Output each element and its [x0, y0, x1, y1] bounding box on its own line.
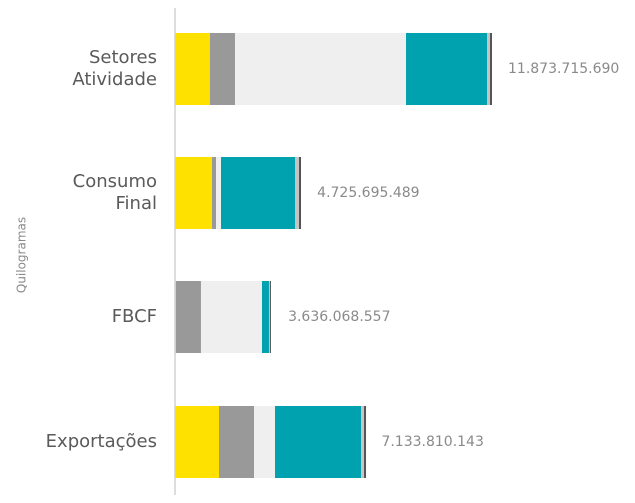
- bar-segment: [268, 281, 270, 353]
- bar-segment: [295, 157, 300, 229]
- bar-segment: [275, 406, 362, 478]
- bar-segment: [221, 157, 296, 229]
- total-label: 3.636.068.557: [288, 309, 390, 325]
- category-label: Setores Atividade: [72, 47, 157, 90]
- category-line: FBCF: [112, 306, 157, 327]
- bar-segment: [210, 33, 235, 105]
- bar-segment: [406, 33, 488, 105]
- bar-segment: [175, 281, 201, 353]
- bar-segment: [253, 406, 276, 478]
- category-line: Atividade: [72, 69, 157, 90]
- bar-segment: [212, 157, 217, 229]
- category-label: FBCF: [112, 306, 157, 327]
- bar-segment: [175, 157, 213, 229]
- bar-segment: [200, 281, 262, 353]
- category-line: Consumo: [73, 171, 157, 192]
- bar-segment: [269, 281, 271, 353]
- y-axis-label: Quilogramas: [15, 217, 29, 293]
- bar-segment: [487, 33, 491, 105]
- category-label: Consumo Final: [73, 171, 157, 214]
- bar-segment: [175, 406, 219, 478]
- bar-segment: [361, 406, 365, 478]
- bar-segment: [175, 33, 211, 105]
- bar-segment: [364, 406, 367, 478]
- bar-segment: [216, 157, 222, 229]
- category-line: Final: [116, 193, 157, 214]
- bar-segment: [261, 281, 269, 353]
- category-label: Exportações: [46, 431, 157, 452]
- category-line: Setores: [89, 47, 157, 68]
- bar-segment: [218, 406, 254, 478]
- bar-segment: [175, 281, 176, 353]
- total-label: 7.133.810.143: [381, 434, 483, 450]
- bar-segment: [234, 33, 407, 105]
- bar-segment: [490, 33, 493, 105]
- category-line: Exportações: [46, 431, 157, 452]
- total-label: 11.873.715.690: [508, 61, 619, 77]
- total-label: 4.725.695.489: [317, 185, 419, 201]
- bar-segment: [299, 157, 302, 229]
